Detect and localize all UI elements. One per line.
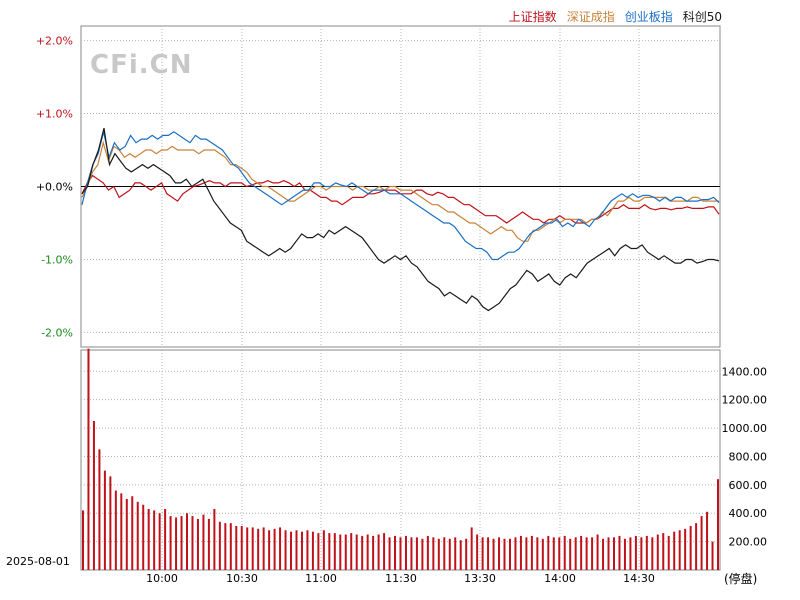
volume-tick-label: 1000.00 bbox=[722, 422, 768, 435]
volume-tick-label: 400.00 bbox=[729, 507, 768, 520]
price-tick-label: +1.0% bbox=[36, 108, 73, 121]
price-tick-label: -2.0% bbox=[41, 326, 73, 339]
time-tick-label: 14:30 bbox=[623, 572, 655, 585]
time-tick-label: 14:00 bbox=[544, 572, 576, 585]
price-tick-label: +0.0% bbox=[36, 181, 73, 194]
volume-tick-label: 600.00 bbox=[729, 479, 768, 492]
watermark-logo: CFi.CN bbox=[90, 50, 193, 80]
price-tick-label: +2.0% bbox=[36, 35, 73, 48]
volume-tick-label: 200.00 bbox=[729, 536, 768, 549]
volume-tick-label: 1400.00 bbox=[722, 365, 768, 378]
series-line-2 bbox=[81, 131, 720, 261]
volume-tick-label: 1200.00 bbox=[722, 394, 768, 407]
time-tick-label: 13:30 bbox=[464, 572, 496, 585]
legend-item-2: 创业板指 bbox=[624, 10, 673, 24]
series-line-3 bbox=[81, 127, 720, 312]
legend-item-1: 深证成指 bbox=[566, 10, 615, 24]
time-tick-label: 10:30 bbox=[226, 572, 258, 585]
series-line-1 bbox=[81, 140, 719, 242]
time-tick-label: 11:30 bbox=[385, 572, 417, 585]
price-tick-label: -1.0% bbox=[41, 253, 73, 266]
time-tick-label: 11:00 bbox=[305, 572, 337, 585]
volume-tick-label: 800.00 bbox=[729, 450, 768, 463]
market-status-label: (停盘) bbox=[724, 572, 758, 586]
time-tick-label: 10:00 bbox=[146, 572, 178, 585]
date-label: 2025-08-01 bbox=[6, 555, 70, 568]
chart-legend: 上证指数 深证成指 创业板指 科创50 bbox=[499, 8, 722, 25]
legend-item-0: 上证指数 bbox=[508, 10, 557, 24]
legend-item-3: 科创50 bbox=[682, 10, 722, 24]
